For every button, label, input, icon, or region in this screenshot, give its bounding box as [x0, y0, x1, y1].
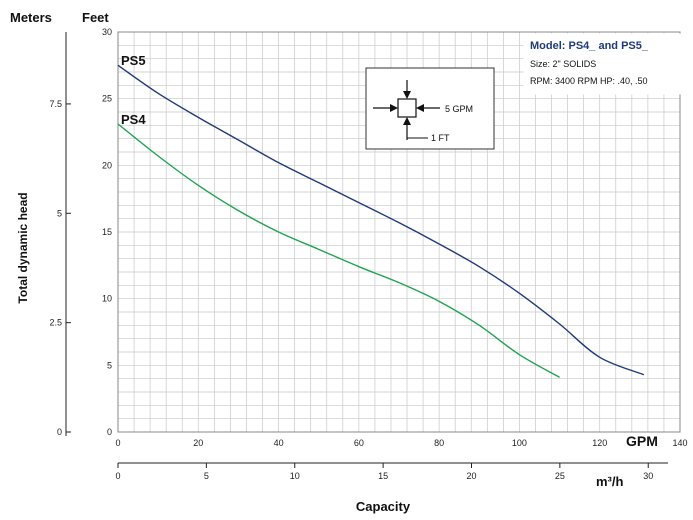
- x-m3h-tick-label: 30: [643, 471, 653, 481]
- series-lines: [117, 64, 645, 378]
- y-meters-tick-label: 2.5: [49, 318, 62, 328]
- arrow-up-head-icon: [403, 117, 411, 125]
- scale-box: 5 GPM 1 FT: [365, 67, 495, 150]
- x-gpm-tick-label: 100: [512, 438, 527, 448]
- info-line-1: Size: 2" SOLIDS: [530, 59, 596, 69]
- y-feet-tick-label: 5: [107, 360, 112, 370]
- x-m3h-tick-label: 15: [378, 471, 388, 481]
- y-feet-tick-label: 20: [102, 160, 112, 170]
- series-line-ps5: [117, 64, 645, 376]
- arrow-left-head-icon: [416, 104, 424, 112]
- y-left-outer-label: Meters: [10, 10, 52, 25]
- y-feet-tick-label: 25: [102, 94, 112, 104]
- x-gpm-tick-label: 60: [354, 438, 364, 448]
- x-gpm-tick-label: 140: [672, 438, 687, 448]
- x-gpm-tick-label: 120: [592, 438, 607, 448]
- series-label-ps4: PS4: [121, 112, 146, 127]
- y-meters-tick-label: 0: [57, 427, 62, 437]
- arrow-right-head-icon: [390, 104, 398, 112]
- arrow-down-head-icon: [403, 91, 411, 99]
- series-line-ps4: [117, 123, 560, 378]
- grid: [117, 31, 681, 433]
- x-m3h-tick-label: 25: [555, 471, 565, 481]
- scale-y-label: 1 FT: [431, 133, 450, 143]
- x-gpm-tick-label: 80: [434, 438, 444, 448]
- y-axis-title: Total dynamic head: [16, 192, 30, 303]
- x-gpm-tick-label: 20: [193, 438, 203, 448]
- x-gpm-tick-label: 40: [274, 438, 284, 448]
- y-feet-tick-label: 0: [107, 427, 112, 437]
- x-gpm-tick-label: 0: [115, 438, 120, 448]
- x-m3h-tick-label: 20: [466, 471, 476, 481]
- x-unit-gpm: GPM: [626, 433, 658, 449]
- y-left-inner-label: Feet: [82, 10, 109, 25]
- x-m3h-tick-label: 10: [290, 471, 300, 481]
- y-feet-tick-label: 15: [102, 227, 112, 237]
- x-m3h-tick-label: 5: [204, 471, 209, 481]
- scale-x-label: 5 GPM: [445, 104, 473, 114]
- y-meters-tick-label: 5: [57, 208, 62, 218]
- scale-square: [397, 98, 417, 118]
- info-box: Model: PS4_ and PS5_ Size: 2" SOLIDS RPM…: [523, 33, 685, 95]
- x-axis-title: Capacity: [356, 499, 411, 514]
- x-m3h-tick-label: 0: [115, 471, 120, 481]
- series-label-ps5: PS5: [121, 53, 146, 68]
- tick-labels: 0 5 10 15 20 25 30 0 2.5 5 7.5 0 20 40 60 80 100 120 140 0 5…: [49, 27, 687, 481]
- info-line-2: RPM: 3400 RPM HP: .40, .50: [530, 76, 648, 86]
- axes: [65, 31, 681, 468]
- y-feet-tick-label: 30: [102, 27, 112, 37]
- y-feet-tick-label: 10: [102, 294, 112, 304]
- x-unit-m3h: m³/h: [596, 474, 624, 489]
- plot-frame: [117, 31, 681, 433]
- y-meters-tick-label: 7.5: [49, 99, 62, 109]
- info-title: Model: PS4_ and PS5_: [530, 40, 649, 52]
